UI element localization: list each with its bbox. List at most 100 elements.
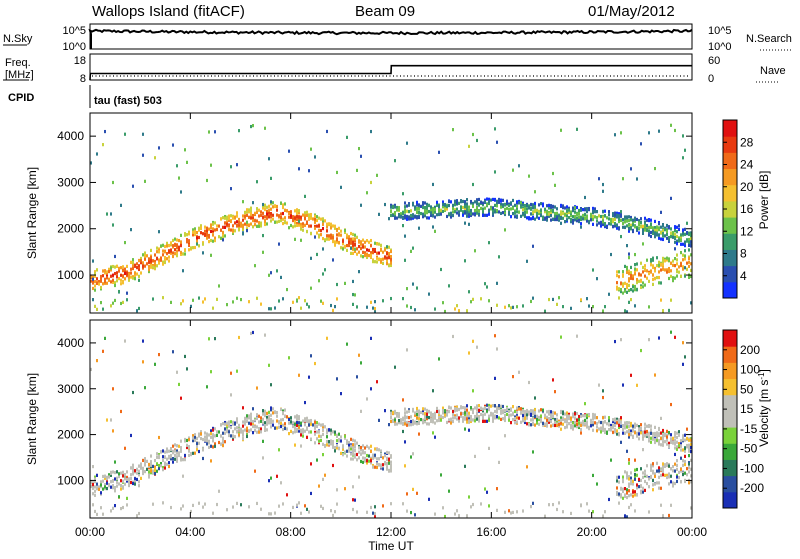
- power-cell: [212, 220, 214, 225]
- power-cell: [666, 232, 668, 236]
- velocity-cell: [436, 419, 438, 423]
- velocity-cell: [138, 473, 140, 477]
- velocity-cell: [316, 458, 318, 462]
- power-cell: [522, 304, 524, 308]
- power-cell: [278, 299, 280, 303]
- velocity-cell: [674, 335, 676, 339]
- power-cell: [444, 207, 446, 211]
- velocity-colorbar-swatch-4: [723, 427, 737, 444]
- velocity-cell: [452, 419, 454, 424]
- power-cell: [146, 254, 148, 258]
- power-cell: [202, 232, 204, 236]
- velocity-cell: [336, 433, 338, 437]
- velocity-cell: [464, 406, 466, 410]
- velocity-cell: [654, 431, 656, 436]
- power-cell: [632, 218, 634, 222]
- power-cell: [658, 226, 660, 230]
- power-cell: [680, 263, 682, 268]
- velocity-cell: [662, 443, 664, 447]
- power-cell: [162, 249, 164, 253]
- power-cell: [392, 204, 394, 209]
- velocity-cell: [520, 411, 522, 415]
- velocity-cell: [464, 427, 466, 431]
- velocity-cell: [682, 463, 684, 467]
- power-cell: [210, 238, 212, 243]
- power-cell: [180, 302, 182, 306]
- velocity-cell: [176, 444, 178, 448]
- power-cell: [662, 263, 664, 267]
- velocity-cell: [356, 452, 358, 457]
- velocity-cell: [310, 437, 312, 441]
- power-cell: [300, 217, 302, 221]
- power-cell: [90, 279, 92, 283]
- velocity-cell: [316, 430, 318, 434]
- velocity-cell: [560, 421, 562, 425]
- power-cell: [500, 203, 502, 207]
- velocity-cell: [622, 487, 624, 491]
- velocity-cell: [532, 409, 534, 413]
- velocity-cell: [688, 438, 690, 442]
- velocity-cell: [414, 413, 416, 417]
- power-cell: [240, 221, 242, 225]
- power-cell: [406, 214, 408, 219]
- power-cell: [170, 251, 172, 255]
- power-cell: [606, 216, 608, 220]
- velocity-cell: [376, 462, 378, 466]
- velocity-cell: [582, 414, 584, 418]
- power-cell: [288, 149, 290, 153]
- velocity-cell: [526, 409, 528, 414]
- velocity-cell: [420, 410, 422, 415]
- velocity-cell: [686, 473, 688, 477]
- velocity-cell: [634, 422, 636, 426]
- power-cell: [272, 213, 274, 217]
- velocity-cell: [310, 418, 312, 423]
- velocity-cell: [602, 389, 604, 393]
- velocity-cell: [264, 424, 266, 429]
- velocity-cell: [618, 501, 620, 505]
- velocity-cell: [232, 421, 234, 426]
- velocity-cell: [434, 421, 436, 425]
- power-cell: [232, 215, 234, 220]
- power-cell: [496, 204, 498, 208]
- power-cell: [306, 220, 308, 224]
- power-cell: [592, 214, 594, 218]
- power-cell: [268, 273, 270, 277]
- power-cell: [430, 211, 432, 215]
- power-cell: [650, 225, 652, 230]
- power-cell: [94, 270, 96, 274]
- velocity-cell: [448, 406, 450, 410]
- velocity-cell: [484, 412, 486, 416]
- velocity-cell: [292, 421, 294, 425]
- velocity-cell: [416, 412, 418, 417]
- power-cell: [184, 252, 186, 256]
- power-cell: [642, 270, 644, 274]
- velocity-cell: [650, 436, 652, 440]
- velocity-cell: [268, 410, 270, 414]
- power-cell: [592, 206, 594, 211]
- power-cell: [258, 208, 260, 212]
- velocity-cell: [160, 450, 162, 454]
- velocity-cell: [646, 429, 648, 434]
- power-cell: [296, 217, 298, 222]
- velocity-cell: [630, 429, 632, 433]
- power-cell: [690, 274, 692, 279]
- power-cell: [492, 212, 494, 216]
- velocity-cell: [386, 457, 388, 462]
- power-cell: [614, 133, 616, 137]
- velocity-cell: [112, 506, 114, 510]
- power-cell: [108, 269, 110, 274]
- power-cell: [162, 262, 164, 266]
- power-cell: [690, 240, 692, 244]
- velocity-cell: [580, 431, 582, 435]
- velocity-cell: [510, 511, 512, 515]
- power-cell: [688, 243, 690, 248]
- power-cell: [532, 211, 534, 215]
- velocity-cell: [660, 473, 662, 478]
- power-cell: [198, 235, 200, 240]
- power-cell: [340, 185, 342, 189]
- power-cell: [438, 212, 440, 217]
- velocity-cell: [112, 470, 114, 474]
- power-cell: [616, 287, 618, 291]
- power-cell: [212, 239, 214, 243]
- power-cell: [450, 215, 452, 219]
